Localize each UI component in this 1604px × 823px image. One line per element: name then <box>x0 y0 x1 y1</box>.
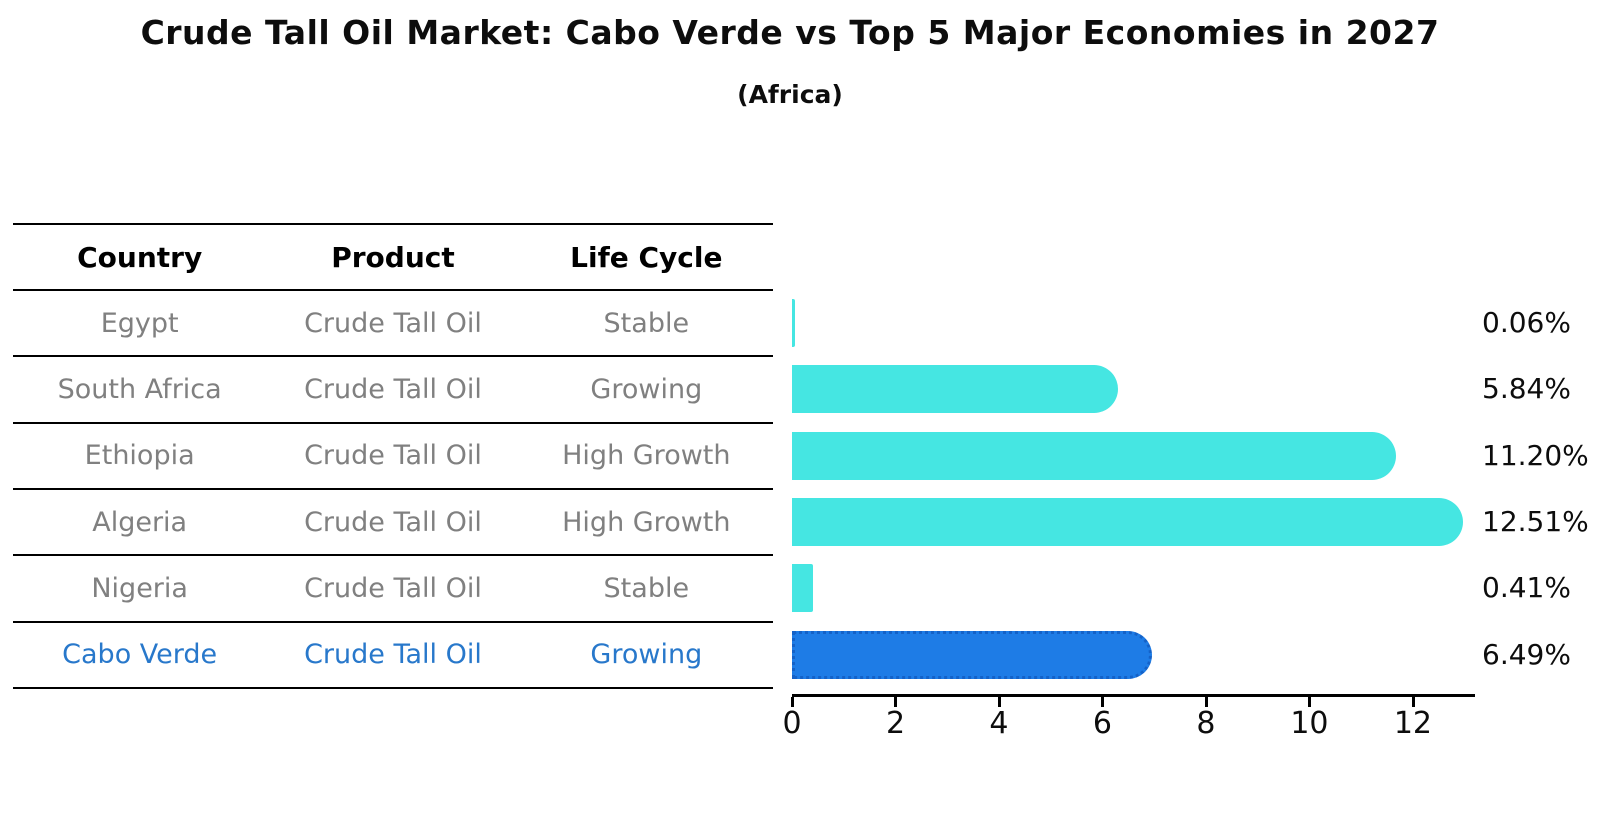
x-tick-label: 12 <box>1393 706 1432 741</box>
bar <box>792 564 814 613</box>
bar <box>792 431 1396 480</box>
chart-subtitle: (Africa) <box>737 80 843 109</box>
table-cell-country: Egypt <box>100 307 179 339</box>
table-cell-country: Nigeria <box>91 573 188 605</box>
x-tick-label: 4 <box>989 706 1009 741</box>
table-cell-life-cycle: High Growth <box>562 506 731 538</box>
table-row: Ethiopia Crude Tall Oil High Growth <box>13 424 773 491</box>
table-cell-life-cycle: Growing <box>590 374 703 406</box>
x-axis-line <box>792 694 1475 697</box>
x-tick <box>894 697 898 707</box>
value-label: 6.49% <box>1482 637 1571 671</box>
table-cell-product: Crude Tall Oil <box>304 374 482 406</box>
bar-row <box>792 356 1492 422</box>
bar-row <box>792 489 1492 555</box>
value-label: 11.20% <box>1482 438 1589 472</box>
bar <box>792 498 1464 547</box>
x-tick <box>1101 697 1105 707</box>
value-label: 0.06% <box>1482 306 1571 339</box>
table-cell-product: Crude Tall Oil <box>304 639 482 671</box>
table-cell-country: Ethiopia <box>84 440 195 472</box>
table-row: Egypt Crude Tall Oil Stable <box>13 291 773 358</box>
bar <box>792 299 796 347</box>
value-labels: 0.06% 5.84% 11.20% 12.51% 0.41% 6.49% <box>1482 290 1589 688</box>
value-label: 5.84% <box>1482 372 1571 406</box>
table-cell-country: Algeria <box>92 506 188 538</box>
table-cell-country: Cabo Verde <box>62 639 218 671</box>
bar-row <box>792 555 1492 621</box>
table-cell-product: Crude Tall Oil <box>304 573 482 605</box>
x-tick-label: 10 <box>1290 706 1329 741</box>
x-tick-label: 6 <box>1092 706 1112 741</box>
table-cell-country: South Africa <box>57 374 222 406</box>
table-header-country: Country <box>77 240 203 274</box>
bar-highlight <box>792 630 1152 679</box>
table-header-row: Country Product Life Cycle <box>13 225 773 291</box>
table-cell-life-cycle: Growing <box>590 639 703 671</box>
table-header-product: Product <box>331 240 455 274</box>
bar-plot <box>792 290 1492 688</box>
x-tick <box>1204 697 1208 707</box>
table-header-life-cycle: Life Cycle <box>570 240 723 274</box>
bar-row <box>792 423 1492 489</box>
x-tick-label: 0 <box>782 706 802 741</box>
table-body: Egypt Crude Tall Oil Stable South Africa Cru… <box>13 291 773 690</box>
bar-row <box>792 622 1492 688</box>
table-cell-product: Crude Tall Oil <box>304 506 482 538</box>
x-tick <box>1308 697 1312 707</box>
bar <box>792 365 1119 414</box>
x-tick-label: 8 <box>1196 706 1216 741</box>
table-row: Algeria Crude Tall Oil High Growth <box>13 490 773 557</box>
x-tick <box>791 697 794 707</box>
table-row: South Africa Crude Tall Oil Growing <box>13 357 773 424</box>
table-row: Nigeria Crude Tall Oil Stable <box>13 556 773 623</box>
table-row: Cabo Verde Crude Tall Oil Growing <box>13 623 773 690</box>
x-tick-label: 2 <box>885 706 906 741</box>
bar-row <box>792 290 1492 356</box>
x-tick <box>1411 697 1415 707</box>
chart-title: Crude Tall Oil Market: Cabo Verde vs Top… <box>140 13 1440 52</box>
country-table: Country Product Life Cycle Egypt Crude Ta… <box>13 223 773 690</box>
value-label: 0.41% <box>1482 571 1571 605</box>
table-cell-life-cycle: Stable <box>603 573 690 605</box>
table-cell-product: Crude Tall Oil <box>304 440 482 472</box>
value-label: 12.51% <box>1482 505 1589 539</box>
table-cell-product: Crude Tall Oil <box>304 307 482 339</box>
table-cell-life-cycle: Stable <box>603 307 690 339</box>
x-tick <box>997 697 1001 707</box>
table-cell-life-cycle: High Growth <box>562 440 731 472</box>
